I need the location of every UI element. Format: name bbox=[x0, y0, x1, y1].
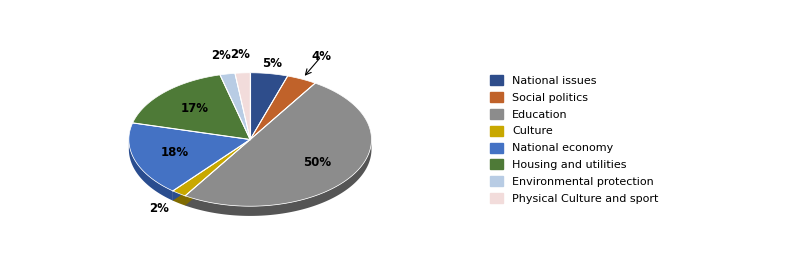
Polygon shape bbox=[132, 75, 250, 140]
Polygon shape bbox=[173, 191, 185, 206]
Polygon shape bbox=[173, 140, 250, 201]
Polygon shape bbox=[185, 83, 371, 206]
Text: 17%: 17% bbox=[181, 102, 208, 115]
Text: 50%: 50% bbox=[303, 156, 331, 169]
Text: 5%: 5% bbox=[262, 57, 282, 70]
Polygon shape bbox=[173, 140, 250, 201]
Polygon shape bbox=[185, 140, 250, 206]
Polygon shape bbox=[129, 123, 250, 191]
Polygon shape bbox=[250, 76, 316, 140]
Text: 2%: 2% bbox=[211, 49, 231, 62]
Polygon shape bbox=[173, 140, 250, 196]
Text: 18%: 18% bbox=[161, 146, 190, 159]
Text: 4%: 4% bbox=[312, 50, 332, 63]
Text: 2%: 2% bbox=[149, 202, 169, 215]
Polygon shape bbox=[185, 140, 250, 206]
Polygon shape bbox=[185, 140, 371, 216]
Text: 2%: 2% bbox=[231, 48, 250, 61]
Polygon shape bbox=[129, 140, 173, 201]
Polygon shape bbox=[250, 73, 287, 140]
Legend: National issues, Social politics, Education, Culture, National economy, Housing : National issues, Social politics, Educat… bbox=[490, 75, 659, 204]
Polygon shape bbox=[235, 73, 250, 140]
Polygon shape bbox=[220, 73, 250, 140]
